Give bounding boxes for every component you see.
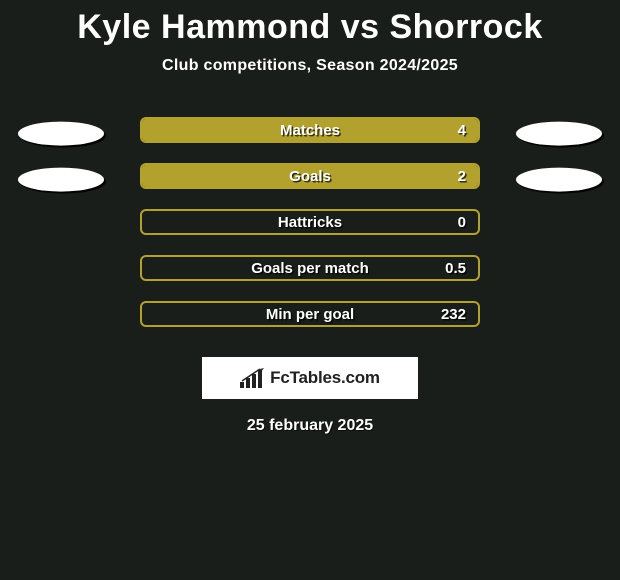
bar-fill	[142, 119, 478, 141]
bar-track	[140, 255, 480, 281]
comparison-infographic: Kyle Hammond vs Shorrock Club competitio…	[0, 0, 620, 435]
left-ellipse	[18, 168, 104, 192]
bar-track	[140, 209, 480, 235]
brand-text: FcTables.com	[270, 368, 380, 388]
stat-row: Goals2	[0, 159, 620, 205]
brand-box: FcTables.com	[202, 357, 418, 399]
bar-fill	[142, 165, 478, 187]
right-ellipse	[516, 122, 602, 146]
stat-row: Matches4	[0, 113, 620, 159]
stat-row: Goals per match0.5	[0, 251, 620, 297]
page-title: Kyle Hammond vs Shorrock	[0, 8, 620, 47]
stat-row: Min per goal232	[0, 297, 620, 343]
subtitle: Club competitions, Season 2024/2025	[0, 57, 620, 75]
stat-rows: Matches4Goals2Hattricks0Goals per match0…	[0, 113, 620, 343]
bar-track	[140, 117, 480, 143]
right-ellipse	[516, 168, 602, 192]
date-text: 25 february 2025	[0, 417, 620, 435]
brand-chart-icon	[240, 368, 264, 388]
left-ellipse	[18, 122, 104, 146]
stat-row: Hattricks0	[0, 205, 620, 251]
player2-name: Shorrock	[389, 8, 542, 46]
vs-separator: vs	[341, 8, 380, 46]
player1-name: Kyle Hammond	[77, 8, 331, 46]
bar-track	[140, 301, 480, 327]
bar-track	[140, 163, 480, 189]
